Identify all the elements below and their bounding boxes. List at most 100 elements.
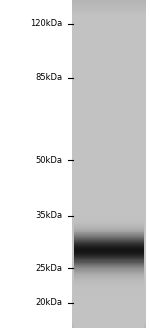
Bar [74, 270, 144, 271]
Bar [74, 310, 144, 312]
Bar [72, 120, 146, 121]
Bar [72, 61, 146, 62]
Bar [74, 272, 144, 273]
Bar [74, 210, 144, 211]
Bar [72, 140, 146, 141]
Bar [72, 214, 146, 215]
Bar [72, 130, 146, 131]
Bar [72, 50, 146, 51]
Bar [72, 184, 146, 185]
Bar [72, 195, 146, 196]
Bar [72, 101, 146, 102]
Bar [74, 299, 144, 300]
Bar [72, 186, 146, 187]
Bar [72, 317, 146, 318]
Bar [74, 256, 144, 257]
Bar [74, 253, 144, 254]
Bar [72, 263, 146, 265]
Bar [72, 247, 146, 248]
Bar [72, 315, 146, 316]
Bar [72, 14, 146, 15]
Bar [74, 278, 144, 279]
Bar [72, 65, 146, 66]
Bar [72, 151, 146, 152]
Bar [72, 11, 146, 12]
Bar [74, 249, 144, 250]
Bar [72, 222, 146, 223]
Bar [72, 155, 146, 156]
Bar [74, 291, 144, 292]
Bar [74, 266, 144, 267]
Bar [72, 254, 146, 255]
Bar [72, 127, 146, 128]
Bar [72, 128, 146, 129]
Bar [72, 40, 146, 42]
Bar [74, 292, 144, 293]
Bar [72, 78, 146, 79]
Bar [72, 79, 146, 80]
Bar [74, 281, 144, 283]
Bar [74, 300, 144, 302]
Bar [72, 219, 146, 220]
Bar [74, 317, 144, 318]
Bar [72, 197, 146, 198]
Bar [72, 48, 146, 49]
Bar [72, 34, 146, 35]
Bar [74, 228, 144, 229]
Bar [74, 287, 144, 288]
Bar [72, 147, 146, 148]
Bar [72, 81, 146, 82]
Bar [72, 252, 146, 253]
Bar [74, 216, 144, 217]
Bar [72, 83, 146, 84]
Bar [72, 121, 146, 122]
Bar [72, 33, 146, 34]
Bar [72, 269, 146, 270]
Bar [72, 258, 146, 259]
Bar [74, 314, 144, 315]
Bar [72, 84, 146, 85]
Bar [72, 20, 146, 21]
Bar [72, 318, 146, 319]
Text: 20kDa: 20kDa [35, 298, 62, 307]
Bar [72, 180, 146, 181]
Bar [72, 178, 146, 179]
Bar [72, 225, 146, 226]
Bar [74, 246, 144, 247]
Bar [72, 162, 146, 163]
Bar [72, 7, 146, 8]
Bar [72, 167, 146, 168]
Bar [72, 189, 146, 190]
Bar [72, 115, 146, 116]
Bar [74, 214, 144, 215]
Bar [72, 275, 146, 276]
Bar [72, 244, 146, 245]
Bar [74, 199, 144, 200]
Bar [72, 51, 146, 52]
Bar [72, 327, 146, 328]
Bar [72, 301, 146, 302]
Bar [72, 204, 146, 206]
Bar [74, 312, 144, 314]
Bar [72, 248, 146, 249]
Bar [72, 31, 146, 32]
Bar [72, 183, 146, 184]
Bar [74, 271, 144, 272]
Bar [72, 227, 146, 229]
Bar [74, 303, 144, 304]
Bar [72, 294, 146, 295]
Bar [72, 177, 146, 178]
Bar [72, 166, 146, 167]
Bar [72, 291, 146, 292]
Bar [72, 196, 146, 197]
Bar [72, 32, 146, 33]
Bar [72, 309, 146, 311]
Bar [72, 286, 146, 288]
Bar [72, 71, 146, 72]
Bar [72, 24, 146, 25]
Bar [72, 42, 146, 43]
Bar [74, 268, 144, 270]
Bar [72, 107, 146, 108]
Bar [72, 231, 146, 232]
Bar [72, 325, 146, 326]
